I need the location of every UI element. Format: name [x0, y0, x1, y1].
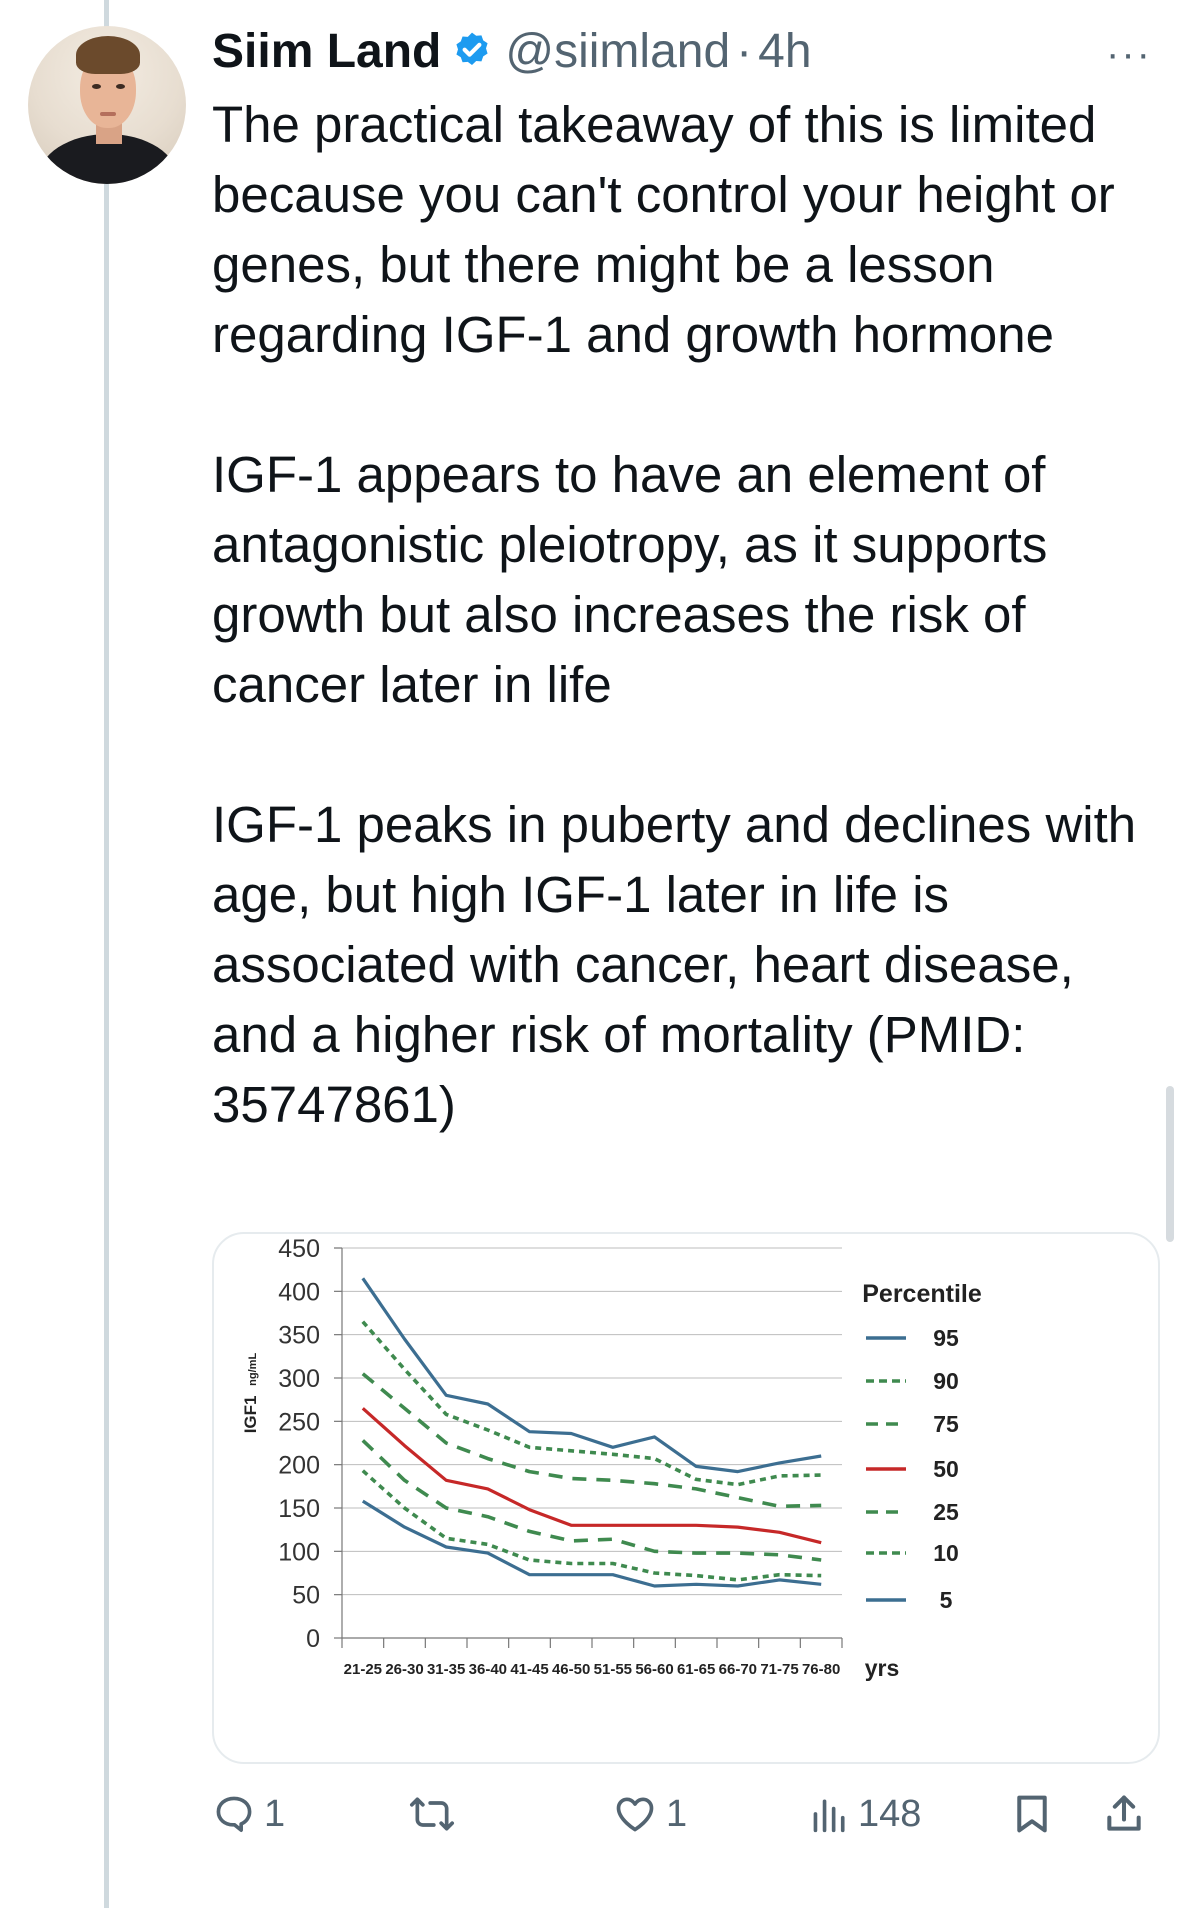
repost-icon	[410, 1797, 454, 1831]
chart-legend-label: 75	[933, 1411, 959, 1437]
chart-legend-label: 90	[933, 1368, 959, 1394]
reply-count: 1	[264, 1792, 286, 1835]
chart-series-line-p5	[361, 1499, 822, 1588]
chart-y-tick-label: 200	[278, 1452, 320, 1480]
chart-y-tick-label: 250	[278, 1408, 320, 1436]
scrollbar[interactable]	[1166, 1086, 1174, 1242]
chart-x-tick-label: 66-70	[719, 1661, 757, 1678]
chart-legend-label: 5	[940, 1587, 953, 1613]
avatar-mouth	[100, 112, 116, 116]
chart-x-tick-label: 46-50	[552, 1661, 590, 1678]
chart-series-line-p90	[361, 1320, 822, 1487]
chart-y-tick-label: 50	[292, 1582, 320, 1610]
like-count: 1	[666, 1792, 688, 1835]
chart-x-tick-label: 71-75	[760, 1661, 798, 1678]
chart-series-line-p25	[361, 1439, 822, 1562]
chart-legend-label: 10	[933, 1540, 959, 1566]
chart-series-line-p10	[361, 1469, 822, 1582]
tweet-header: Siim Land @siimland · 4h ···	[212, 18, 1152, 84]
bookmark-button[interactable]	[1012, 1792, 1052, 1836]
chart-y-tick-label: 150	[278, 1495, 320, 1523]
more-options-icon[interactable]: ···	[1106, 32, 1152, 76]
chart-series-line-p75	[361, 1372, 822, 1509]
views-count: 148	[858, 1792, 922, 1835]
chart-y-tick-label: 400	[278, 1278, 320, 1306]
tweet-text: The practical takeaway of this is limite…	[212, 90, 1162, 1210]
chart-x-tick-label: 61-65	[677, 1661, 715, 1678]
tweet-timestamp[interactable]: 4h	[758, 24, 812, 78]
header-separator: ·	[736, 24, 753, 78]
thread-connector-line	[104, 0, 109, 1908]
chart-x-tick-label: 51-55	[594, 1661, 632, 1678]
chart-y-tick-label: 100	[278, 1538, 320, 1566]
views-button[interactable]: 148	[810, 1792, 921, 1836]
chart-x-tick-label: 31-35	[427, 1661, 465, 1678]
reply-icon	[216, 1796, 252, 1832]
tweet-paragraph: IGF-1 appears to have an element of anta…	[212, 446, 1048, 713]
avatar-hair	[76, 36, 140, 74]
chart-y-tick-label: 0	[306, 1625, 320, 1653]
chart-y-tick-label: 300	[278, 1365, 320, 1393]
chart-x-tick-label: 26-30	[385, 1661, 423, 1678]
avatar-eye	[116, 84, 125, 89]
like-button[interactable]: 1	[612, 1792, 687, 1836]
heart-icon	[616, 1797, 654, 1832]
chart-y-tick-label: 350	[278, 1322, 320, 1350]
repost-button[interactable]	[408, 1792, 456, 1836]
bookmark-icon	[1017, 1795, 1047, 1833]
author-handle[interactable]: @siimland	[505, 24, 731, 78]
chart-x-tick-label: 21-25	[344, 1661, 382, 1678]
chart-x-unit: yrs	[865, 1655, 900, 1681]
chart-series-line-p50	[361, 1407, 822, 1545]
tweet-action-bar: 1 1 148	[212, 1792, 1162, 1852]
avatar[interactable]	[28, 26, 186, 184]
tweet-paragraph: The practical takeaway of this is limite…	[212, 96, 1115, 363]
chart-y-tick-label: 450	[278, 1235, 320, 1263]
chart-legend-label: 95	[933, 1325, 959, 1351]
verified-badge-icon	[456, 32, 488, 65]
avatar-eye	[92, 84, 101, 89]
chart-series-line-p95	[361, 1277, 822, 1474]
chart-legend-label: 50	[933, 1456, 959, 1482]
tweet-media-image[interactable]: 0 50 100 150 200 250 300 350 400 450 21-25 26-30 31-…	[212, 1232, 1160, 1764]
author-name[interactable]: Siim Land	[212, 24, 442, 78]
chart-x-tick-label: 76-80	[802, 1661, 840, 1678]
chart-x-tick-label: 36-40	[469, 1661, 507, 1678]
share-button[interactable]	[1102, 1792, 1146, 1836]
chart-x-tick-label: 56-60	[635, 1661, 673, 1678]
views-chart-icon	[813, 1799, 845, 1833]
chart-legend-label: 25	[933, 1499, 959, 1525]
chart-y-axis-label: IGF1	[241, 1396, 260, 1434]
chart-y-axis-unit: ng/mL	[247, 1353, 259, 1386]
chart-x-tick-label: 41-45	[510, 1661, 548, 1678]
chart-legend-title: Percentile	[862, 1280, 982, 1308]
tweet-paragraph: IGF-1 peaks in puberty and declines with…	[212, 796, 1137, 1133]
reply-button[interactable]: 1	[212, 1792, 285, 1836]
igf1-percentile-chart: 0 50 100 150 200 250 300 350 400 450 21-25 26-30 31-…	[241, 1235, 982, 1681]
share-icon	[1107, 1795, 1141, 1831]
